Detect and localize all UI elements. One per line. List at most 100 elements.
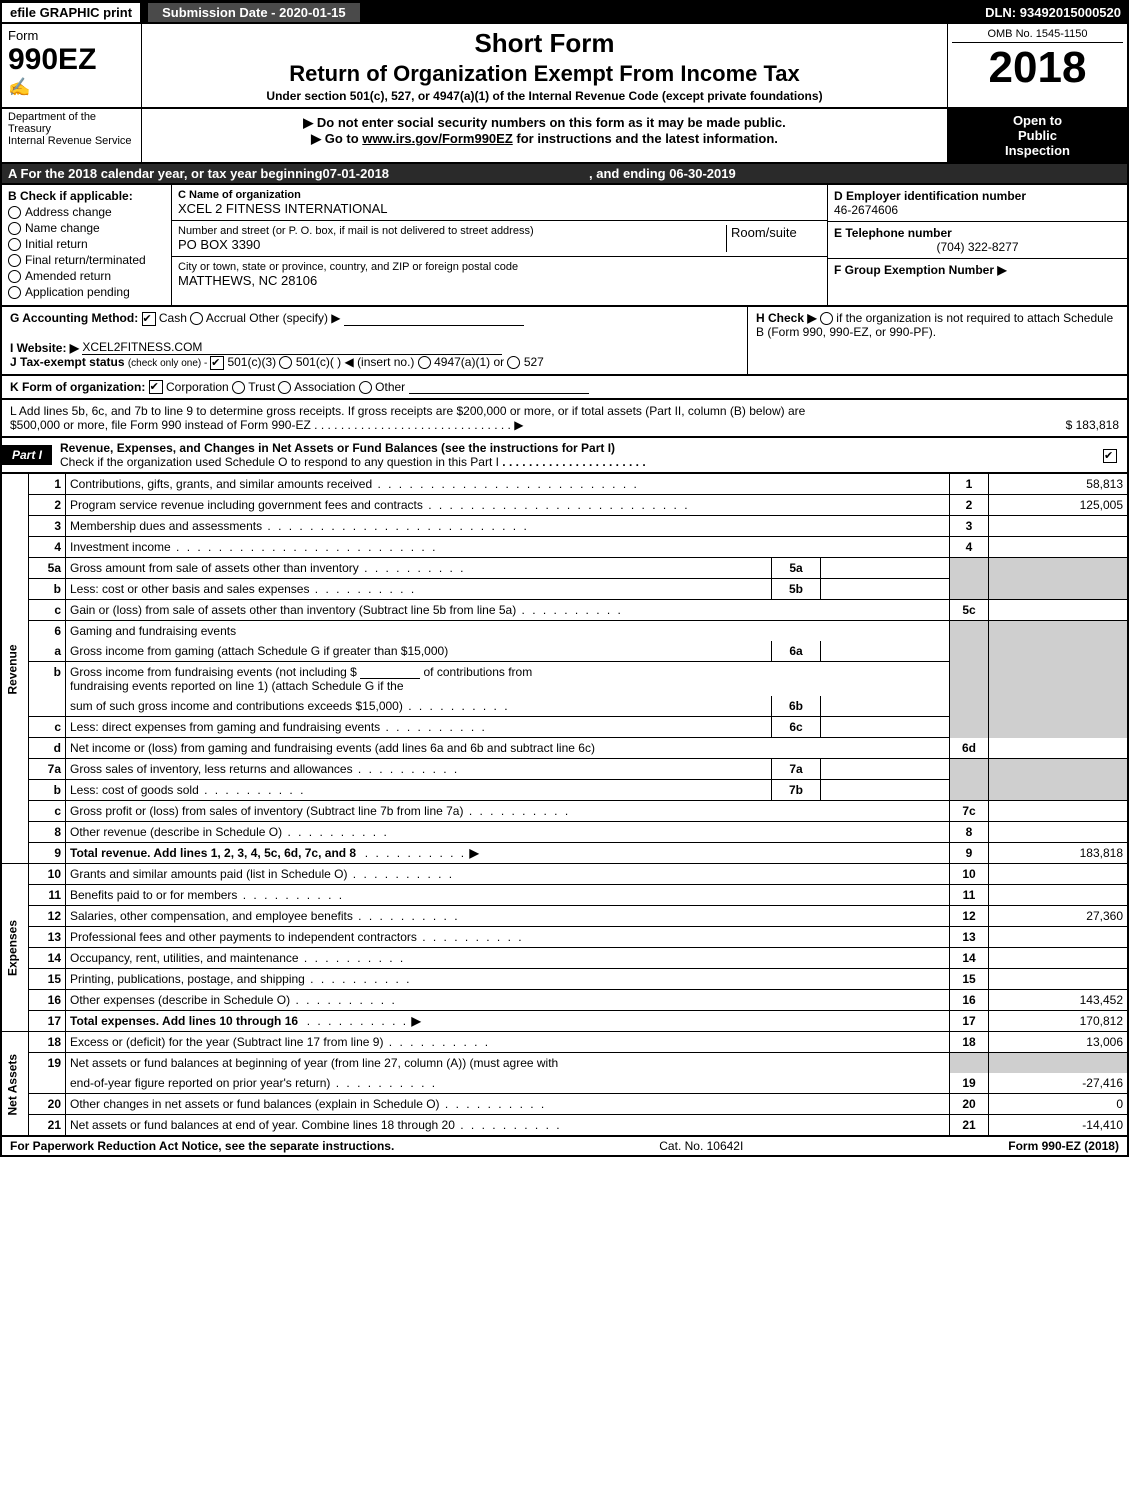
row-amount [989,738,1129,759]
part1-checkbox[interactable] [1103,449,1117,463]
row-desc: Salaries, other compensation, and employ… [70,909,460,923]
row-num: 2 [29,495,66,516]
telephone: (704) 322-8277 [834,240,1121,254]
j-501c-radio[interactable] [279,356,292,369]
k-assoc-radio[interactable] [278,381,291,394]
row-desc: Program service revenue including govern… [70,498,690,512]
l-text-a: L Add lines 5b, 6c, and 7b to line 9 to … [10,404,1119,418]
k-other-radio[interactable] [359,381,372,394]
form-title: Return of Organization Exempt From Incom… [146,61,943,87]
row-num: d [29,738,66,759]
row-subval [821,579,950,600]
row-num: 5a [29,558,66,579]
row-subval [821,696,950,717]
warn2-post: for instructions and the latest informat… [516,131,777,146]
row-desc-6b-4: sum of such gross income and contributio… [70,699,510,713]
part1-checkdots: . . . . . . . . . . . . . . . . . . . . … [502,455,645,469]
row-amount [989,864,1129,885]
k-trust-radio[interactable] [232,381,245,394]
row-num: a [29,641,66,662]
c-label: C Name of organization [178,189,821,201]
warning-link: ▶ Go to www.irs.gov/Form990EZ for instru… [148,131,941,147]
row-subval [821,759,950,780]
dln: DLN: 93492015000520 [977,3,1129,22]
k-corp-check[interactable] [149,380,163,394]
submission-prefix: Submission Date - [162,5,279,20]
row-lineno: 9 [950,843,989,864]
row-desc: Total expenses. Add lines 10 through 16 [70,1014,298,1028]
row-desc: Professional fees and other payments to … [70,930,524,944]
open-to: Open to [952,113,1123,128]
row-lineno: 21 [950,1115,989,1137]
h-label: H Check ▶ [756,311,817,325]
accrual-radio[interactable] [190,312,203,325]
row-num: 7a [29,759,66,780]
row-amount [989,927,1129,948]
row-desc: Membership dues and assessments [70,519,529,533]
j-4947-radio[interactable] [418,356,431,369]
final-return-label: Final return/terminated [25,253,146,267]
address-change-radio[interactable] [8,206,21,219]
row-amount: -14,410 [989,1115,1129,1137]
j-sub: (check only one) - [128,358,210,369]
org-name: XCEL 2 FITNESS INTERNATIONAL [178,201,821,216]
application-pending-label: Application pending [25,285,130,299]
row-lineno: 1 [950,474,989,495]
k-other-input[interactable] [409,393,589,394]
j-501c3-check[interactable] [210,356,224,370]
row-amount: 58,813 [989,474,1129,495]
l-text-b: $500,000 or more, file Form 990 instead … [10,418,311,432]
footer-catno: Cat. No. 10642I [659,1139,743,1153]
row-desc: Gain or (loss) from sale of assets other… [70,603,623,617]
row-desc: Excess or (deficit) for the year (Subtra… [70,1035,490,1049]
name-change-radio[interactable] [8,222,21,235]
warning-ssn: ▶ Do not enter social security numbers o… [148,115,941,131]
row-desc-19b: end-of-year figure reported on prior yea… [70,1076,437,1090]
part1-tag: Part I [2,445,52,465]
initial-return-radio[interactable] [8,238,21,251]
h-check[interactable] [820,312,833,325]
k-other-label: Other [375,380,405,394]
address-change-label: Address change [25,205,112,219]
cash-checkbox[interactable] [142,312,156,326]
k-label: K Form of organization: [10,380,145,394]
f-label: F Group Exemption Number ▶ [834,263,1121,277]
city-state-zip: MATTHEWS, NC 28106 [178,273,821,288]
row-num: c [29,717,66,738]
part1-title: Revenue, Expenses, and Changes in Net As… [60,441,615,455]
row-desc: Gross income from gaming (attach Schedul… [70,644,448,658]
row-lineno: 20 [950,1094,989,1115]
row-amount: 170,812 [989,1011,1129,1032]
row-lineno: 2 [950,495,989,516]
submission-date-value: 2020-01-15 [279,5,346,20]
row-desc-6b-1: Gross income from fundraising events (no… [70,665,357,679]
row-num: 21 [29,1115,66,1137]
row-num: 16 [29,990,66,1011]
row-desc: Total revenue. Add lines 1, 2, 3, 4, 5c,… [70,846,356,860]
net-assets-side-label: Net Assets [1,1032,29,1137]
k-assoc-label: Association [294,380,355,394]
amended-return-radio[interactable] [8,270,21,283]
row-num: b [29,662,66,697]
row-subnum: 6b [772,696,821,717]
tax-year: 2018 [952,43,1123,93]
public: Public [952,128,1123,143]
row-lineno: 7c [950,801,989,822]
irs-instructions-link[interactable]: www.irs.gov/Form990EZ [362,131,513,146]
final-return-radio[interactable] [8,254,21,267]
row-desc: Printing, publications, postage, and shi… [70,972,412,986]
row-lineno: 14 [950,948,989,969]
other-specify-input[interactable] [344,325,524,326]
row-amount [989,948,1129,969]
j-527-radio[interactable] [507,356,520,369]
ein: 46-2674606 [834,203,1121,217]
row-lineno: 8 [950,822,989,843]
omb-number: OMB No. 1545-1150 [952,28,1123,43]
row-amount [989,969,1129,990]
row-num: 11 [29,885,66,906]
city-label: City or town, state or province, country… [178,261,821,273]
cash-label: Cash [159,311,187,325]
j-label: J Tax-exempt status [10,355,125,369]
application-pending-radio[interactable] [8,286,21,299]
row-lineno: 4 [950,537,989,558]
